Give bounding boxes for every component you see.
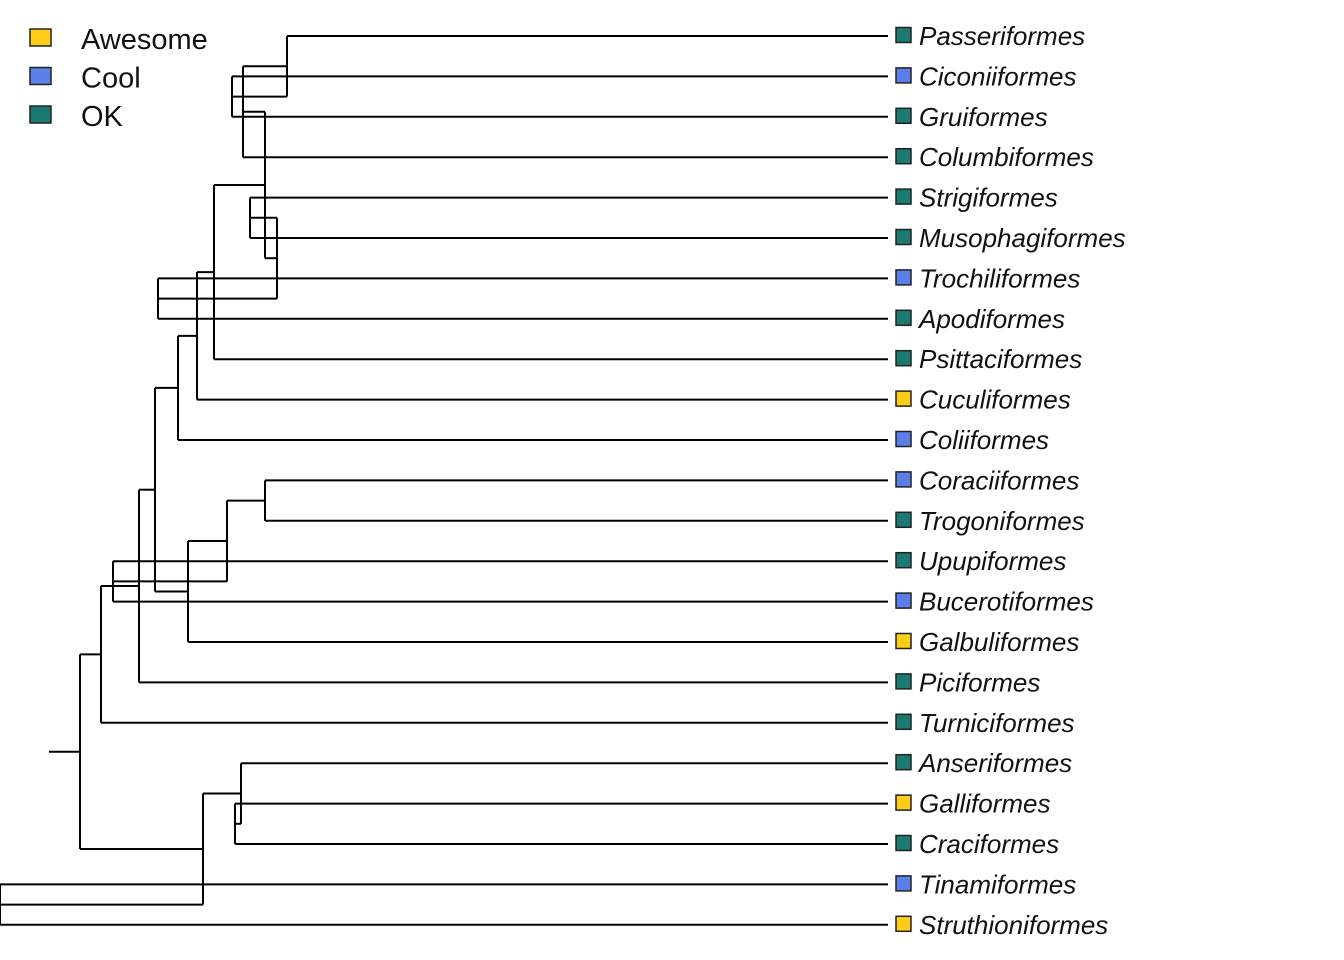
tip-label-passeriformes: Passeriformes: [919, 21, 1085, 51]
tip-label-anseriformes: Anseriformes: [917, 748, 1072, 778]
tip-label-trochiliformes: Trochiliformes: [919, 263, 1080, 293]
tip-label-columbiformes: Columbiformes: [919, 142, 1094, 172]
tip-marker-psittaciformes: [895, 349, 912, 367]
tip-label-gruiformes: Gruiformes: [919, 102, 1048, 132]
tip-marker-coliiformes: [895, 430, 912, 448]
legend-label-ok: OK: [81, 101, 124, 133]
tip-label-turniciformes: Turniciformes: [919, 708, 1075, 738]
legend: Awesome Cool OK: [29, 24, 208, 133]
tip-marker-apodiformes: [895, 309, 912, 327]
tip-label-cuculiformes: Cuculiformes: [919, 385, 1071, 415]
legend-swatch-awesome: [29, 28, 52, 47]
tip-label-trogoniformes: Trogoniformes: [919, 506, 1085, 536]
tip-label-galbuliformes: Galbuliformes: [919, 627, 1079, 657]
tip-marker-piciformes: [895, 673, 912, 690]
tip-marker-turniciformes: [895, 713, 912, 731]
legend-swatch-ok: [29, 105, 52, 124]
legend-label-awesome: Awesome: [81, 24, 208, 56]
tip-labels: Passeriformes Ciconiiformes Gruiformes Colu…: [895, 21, 1126, 940]
tip-marker-upupiformes: [895, 551, 912, 569]
tip-marker-trochiliformes: [895, 269, 912, 286]
tip-marker-trogoniformes: [895, 511, 912, 529]
tip-marker-strigiformes: [895, 188, 912, 205]
tree-branches: [0, 35, 888, 926]
tip-label-psittaciformes: Psittaciformes: [919, 344, 1082, 374]
tip-label-galliformes: Galliformes: [919, 789, 1050, 819]
tip-marker-craciformes: [895, 834, 912, 852]
tip-marker-galliformes: [895, 794, 912, 811]
tip-label-tinamiformes: Tinamiformes: [919, 869, 1076, 899]
tip-marker-gruiformes: [895, 107, 912, 125]
tip-marker-passeriformes: [895, 26, 912, 44]
tip-label-struthioniformes: Struthioniformes: [919, 910, 1108, 940]
tip-label-coliiformes: Coliiformes: [919, 425, 1049, 455]
tip-marker-ciconiiformes: [895, 67, 912, 84]
tip-marker-coraciiformes: [895, 471, 912, 488]
legend-swatch-cool: [29, 66, 52, 86]
tip-label-musophagiformes: Musophagiformes: [919, 223, 1126, 253]
tip-label-strigiformes: Strigiformes: [919, 183, 1058, 213]
tip-label-coraciiformes: Coraciiformes: [919, 465, 1079, 495]
tip-label-ciconiiformes: Ciconiiformes: [919, 61, 1077, 91]
tip-marker-cuculiformes: [895, 390, 912, 407]
tip-marker-bucerotiformes: [895, 592, 912, 609]
tip-marker-musophagiformes: [895, 228, 912, 246]
tip-label-bucerotiformes: Bucerotiformes: [919, 587, 1094, 617]
tip-marker-columbiformes: [895, 147, 912, 165]
legend-label-cool: Cool: [81, 63, 141, 95]
tip-label-piciformes: Piciformes: [919, 667, 1040, 697]
tip-label-upupiformes: Upupiformes: [919, 546, 1066, 576]
tip-marker-galbuliformes: [895, 632, 912, 650]
tip-label-apodiformes: Apodiformes: [917, 304, 1065, 334]
tip-label-craciformes: Craciformes: [919, 829, 1059, 859]
tip-marker-struthioniformes: [895, 915, 912, 933]
tip-marker-anseriformes: [895, 753, 912, 771]
tip-marker-tinamiformes: [895, 875, 912, 892]
